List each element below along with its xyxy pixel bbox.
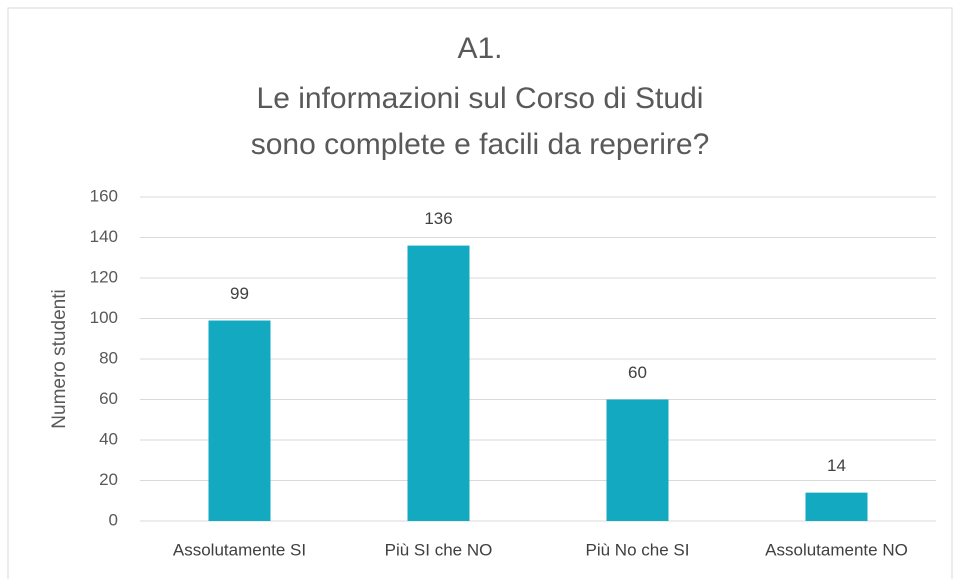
y-tick-label: 80 xyxy=(99,348,118,367)
bar xyxy=(208,320,271,521)
y-tick-label: 140 xyxy=(90,227,118,246)
y-tick-label: 160 xyxy=(90,186,118,205)
y-tick-label: 40 xyxy=(99,429,118,448)
data-label: 60 xyxy=(628,363,647,382)
y-axis-label: Numero studenti xyxy=(49,289,70,428)
data-label: 136 xyxy=(424,209,452,228)
y-tick-label: 0 xyxy=(109,510,118,529)
y-tick-label: 60 xyxy=(99,389,118,408)
bar xyxy=(805,492,868,521)
y-tick-label: 120 xyxy=(90,267,118,286)
y-tick-label: 20 xyxy=(99,470,118,489)
chart-title: sono complete e facili da reperire? xyxy=(251,128,710,161)
chart-title: A1. xyxy=(457,32,502,65)
chart-border xyxy=(7,7,953,579)
x-tick-label: Più SI che NO xyxy=(385,540,493,559)
data-label: 14 xyxy=(827,456,846,475)
x-tick-label: Assolutamente NO xyxy=(765,540,908,559)
x-tick-label: Assolutamente SI xyxy=(173,540,306,559)
bar xyxy=(606,399,669,521)
data-label: 99 xyxy=(230,284,249,303)
bar xyxy=(407,245,470,521)
y-tick-label: 100 xyxy=(90,308,118,327)
chart-title: Le informazioni sul Corso di Studi xyxy=(257,82,704,115)
x-tick-label: Più No che SI xyxy=(586,540,690,559)
